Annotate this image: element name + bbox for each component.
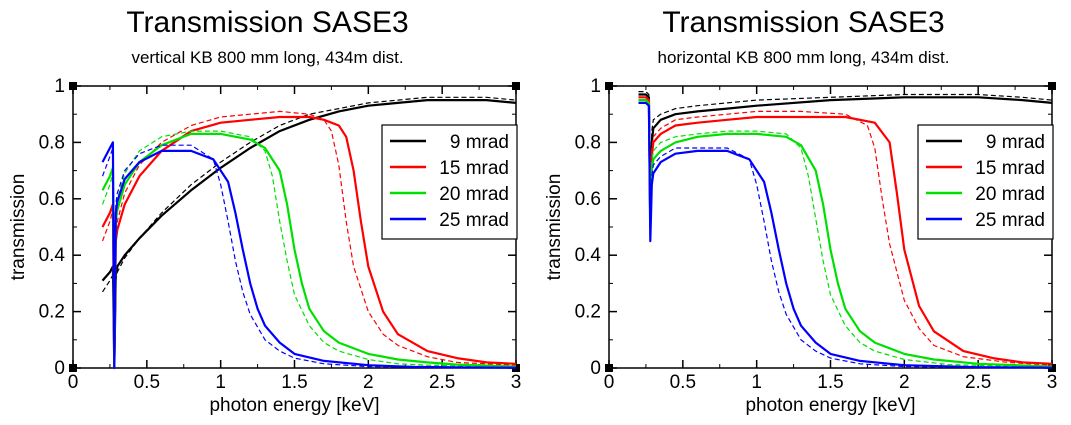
- x-tick-label: 0: [604, 372, 615, 393]
- legend-label: 15 mrad: [975, 158, 1045, 179]
- y-tick-label: 0.2: [575, 302, 601, 323]
- legend-label: 9 mrad: [450, 132, 509, 153]
- y-tick-label: 0.2: [39, 302, 65, 323]
- x-tick-label: 2.5: [965, 372, 991, 393]
- y-tick-label: 0.6: [39, 189, 65, 210]
- series-line-25-mrad: [638, 101, 1053, 369]
- legend-label: 20 mrad: [975, 184, 1045, 205]
- y-tick-label: 0.8: [575, 132, 601, 153]
- x-tick-label: 1.5: [817, 372, 843, 393]
- y-tick-label: 1: [590, 76, 601, 97]
- y-tick-label: 1: [54, 76, 65, 97]
- x-tick-label: 0.5: [670, 372, 696, 393]
- legend-label: 15 mrad: [439, 158, 509, 179]
- legend-label: 25 mrad: [975, 210, 1045, 231]
- legend-label: 20 mrad: [439, 184, 509, 205]
- chart-title: Transmission SASE3: [662, 6, 945, 39]
- y-axis-label: transmission: [544, 174, 565, 281]
- legend-label: 25 mrad: [439, 210, 509, 231]
- series-dashed-15-mrad: [101, 110, 517, 369]
- x-tick-label: 3: [1047, 372, 1058, 393]
- chart-subtitle: vertical KB 800 mm long, 434m dist.: [131, 48, 404, 67]
- x-tick-label: 1: [751, 372, 762, 393]
- y-tick-label: 0.8: [39, 132, 65, 153]
- x-tick-label: 1: [215, 372, 226, 393]
- chart-panel-vertical-kb: Transmission SASE3 vertical KB 800 mm lo…: [0, 0, 535, 425]
- y-tick-label: 0.4: [575, 245, 602, 266]
- y-axis-label: transmission: [8, 174, 29, 281]
- x-tick-label: 0.5: [134, 372, 160, 393]
- chart-title: Transmission SASE3: [126, 6, 409, 39]
- x-axis-label: photon energy [keV]: [209, 395, 379, 416]
- x-tick-label: 0: [68, 372, 79, 393]
- y-tick-label: 0: [54, 358, 65, 379]
- series-line-25-mrad: [101, 141, 517, 370]
- series-dashed-25-mrad: [101, 144, 517, 369]
- chart-panel-horizontal-kb: Transmission SASE3 horizontal KB 800 mm …: [536, 0, 1071, 425]
- y-tick-label: 0: [590, 358, 601, 379]
- x-tick-label: 2: [363, 372, 374, 393]
- legend-label: 9 mrad: [986, 132, 1045, 153]
- x-tick-label: 2: [899, 372, 910, 393]
- y-tick-label: 0.6: [575, 189, 601, 210]
- chart-subtitle: horizontal KB 800 mm long, 434m dist.: [657, 48, 950, 67]
- x-tick-label: 1.5: [281, 372, 307, 393]
- x-axis-label: photon energy [keV]: [745, 395, 915, 416]
- x-tick-label: 3: [511, 372, 522, 393]
- x-tick-label: 2.5: [429, 372, 455, 393]
- series-dashed-9-mrad: [101, 96, 517, 369]
- series-dashed-15-mrad: [638, 96, 1053, 366]
- y-tick-label: 0.4: [39, 245, 66, 266]
